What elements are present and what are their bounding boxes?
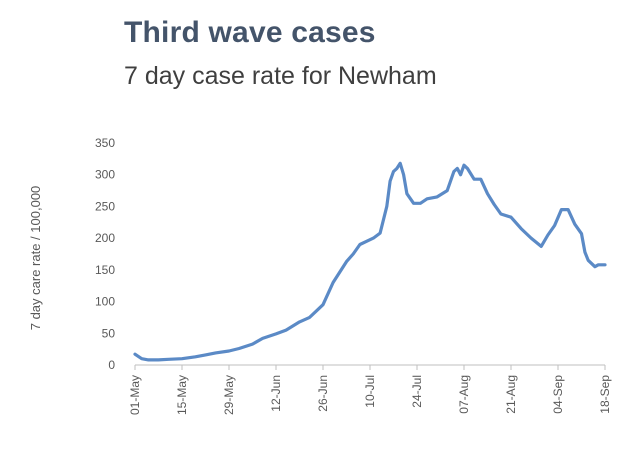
chart-subtitle: 7 day case rate for Newham [124, 62, 437, 90]
x-tick-label: 07-Aug [457, 375, 471, 414]
x-tick-label: 15-May [175, 375, 189, 415]
x-ticks: 01-May 15-May 29-May 12-Jun 26-Jun 10-Jul 24-J… [128, 365, 612, 415]
y-axis-label: 7 day care rate / 100,000 [28, 186, 43, 331]
y-tick-label: 250 [95, 199, 115, 213]
y-tick-label: 50 [102, 326, 116, 340]
x-tick-label: 10-Jul [363, 375, 377, 408]
y-tick-label: 0 [108, 358, 115, 372]
y-tick-label: 100 [95, 295, 115, 309]
x-tick-label: 29-May [222, 375, 236, 415]
y-tick-label: 300 [95, 168, 115, 182]
y-ticks: 0 50 100 150 200 250 300 350 [95, 136, 115, 372]
x-tick-label: 01-May [128, 375, 142, 415]
x-tick-label: 12-Jun [269, 375, 283, 412]
x-tick-label: 18-Sep [598, 375, 612, 414]
x-tick-label: 04-Sep [551, 375, 565, 414]
x-tick-label: 26-Jun [316, 375, 330, 412]
series-line [133, 161, 607, 362]
x-tick-label: 24-Jul [410, 375, 424, 408]
chart-title: Third wave cases [124, 16, 376, 49]
y-tick-label: 200 [95, 231, 115, 245]
y-tick-label: 150 [95, 263, 115, 277]
x-tick-label: 21-Aug [504, 375, 518, 414]
y-tick-label: 350 [95, 136, 115, 150]
